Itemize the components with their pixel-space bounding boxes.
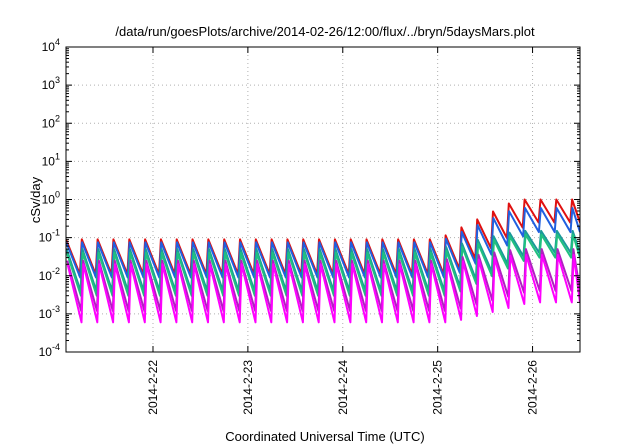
series-line xyxy=(66,254,580,324)
x-tick-label: 2014-2-25 xyxy=(431,360,445,415)
y-axis-label: cSv/day xyxy=(28,176,43,223)
x-tick-label: 2014-2-22 xyxy=(146,360,160,415)
y-tick-exponent: 4 xyxy=(55,37,60,47)
y-tick-exponent: -1 xyxy=(52,228,60,238)
chart-title: /data/run/goesPlots/archive/2014-02-26/1… xyxy=(115,24,535,39)
y-tick-exponent: 1 xyxy=(55,151,60,161)
y-tick-label: 10-4 xyxy=(39,342,60,359)
series-line xyxy=(66,248,580,312)
y-tick-label: 10-3 xyxy=(39,304,60,321)
x-tick-label: 2014-2-26 xyxy=(526,360,540,415)
y-tick-label: 100 xyxy=(42,190,60,207)
x-axis-label: Coordinated Universal Time (UTC) xyxy=(225,429,424,444)
y-tick-exponent: -2 xyxy=(52,266,60,276)
y-tick-label: 102 xyxy=(42,113,60,130)
y-tick-exponent: 0 xyxy=(55,190,60,200)
y-tick-exponent: 3 xyxy=(55,75,60,85)
y-tick-label: 10-1 xyxy=(39,228,60,245)
y-tick-exponent: -3 xyxy=(52,304,60,314)
y-tick-label: 104 xyxy=(42,37,60,54)
series-line xyxy=(66,229,580,292)
y-tick-exponent: 2 xyxy=(55,113,60,123)
x-axis: 2014-2-22 2014-2-23 2014-2-24 2014-2-25 2014… xyxy=(146,47,540,415)
x-tick-label: 2014-2-23 xyxy=(241,360,255,415)
series-line xyxy=(66,233,580,297)
series-group xyxy=(66,198,580,324)
y-tick-label: 101 xyxy=(42,151,60,168)
series-line xyxy=(66,207,580,279)
y-tick-exponent: -4 xyxy=(52,342,60,352)
y-tick-label: 103 xyxy=(42,75,60,92)
y-tick-label: 10-2 xyxy=(39,266,60,283)
x-tick-label: 2014-2-24 xyxy=(336,360,350,415)
